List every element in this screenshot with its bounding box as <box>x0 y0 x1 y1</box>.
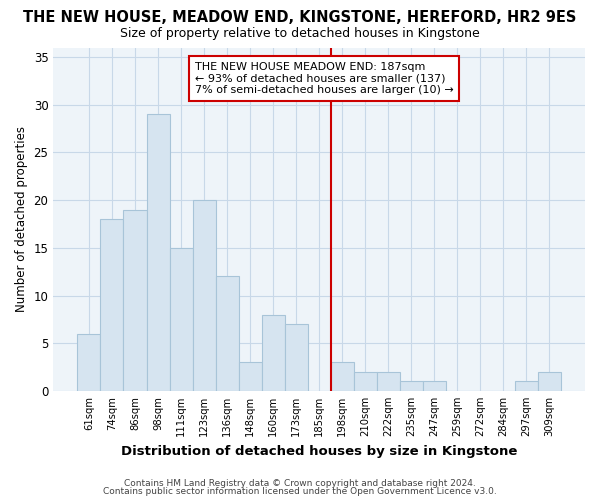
Text: Contains public sector information licensed under the Open Government Licence v3: Contains public sector information licen… <box>103 487 497 496</box>
Text: THE NEW HOUSE, MEADOW END, KINGSTONE, HEREFORD, HR2 9ES: THE NEW HOUSE, MEADOW END, KINGSTONE, HE… <box>23 10 577 25</box>
Bar <box>284 324 308 391</box>
Bar <box>77 334 100 391</box>
X-axis label: Distribution of detached houses by size in Kingstone: Distribution of detached houses by size … <box>121 444 517 458</box>
Text: Contains HM Land Registry data © Crown copyright and database right 2024.: Contains HM Land Registry data © Crown c… <box>124 478 476 488</box>
Text: THE NEW HOUSE MEADOW END: 187sqm
← 93% of detached houses are smaller (137)
7% o: THE NEW HOUSE MEADOW END: 187sqm ← 93% o… <box>195 62 454 95</box>
Bar <box>170 248 193 391</box>
Bar <box>538 372 561 391</box>
Bar <box>515 382 538 391</box>
Bar <box>239 362 262 391</box>
Bar <box>193 200 215 391</box>
Bar <box>423 382 446 391</box>
Bar <box>124 210 146 391</box>
Bar <box>100 219 124 391</box>
Bar <box>215 276 239 391</box>
Bar <box>146 114 170 391</box>
Bar <box>400 382 423 391</box>
Bar <box>331 362 353 391</box>
Bar <box>262 314 284 391</box>
Bar <box>377 372 400 391</box>
Text: Size of property relative to detached houses in Kingstone: Size of property relative to detached ho… <box>120 28 480 40</box>
Bar <box>353 372 377 391</box>
Y-axis label: Number of detached properties: Number of detached properties <box>15 126 28 312</box>
